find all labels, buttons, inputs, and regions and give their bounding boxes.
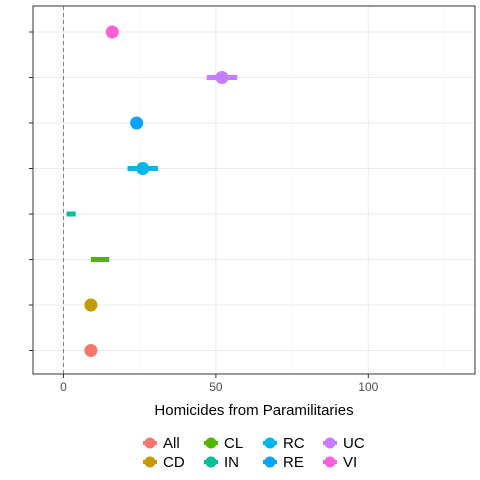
grid [33,6,475,374]
point-uc [215,71,229,84]
point-rc [136,162,150,175]
legend-label-cd: CD [163,454,185,471]
legend-key-dot-rc [264,437,276,449]
x-tick-label: 0 [60,380,67,394]
legend-label-all: All [163,435,180,452]
legend-label-rc: RC [283,435,305,452]
x-tick-label: 100 [358,380,378,394]
legend-key-dot-in [205,456,217,468]
legend-key-dot-vi [324,456,336,468]
legend-label-uc: UC [343,435,365,452]
legend: All CD CL IN RC RE UC VI [143,435,365,471]
point-vi [105,25,119,39]
x-axis: 0 50 100 [29,31,379,394]
legend-key-dot-cd [144,456,156,468]
x-tick-label: 50 [209,380,223,394]
legend-label-cl: CL [224,435,243,452]
plot-panel-border [32,5,476,375]
data-layer [66,25,238,357]
point-cd [84,298,98,312]
legend-key-dot-uc [324,437,336,449]
legend-label-re: RE [283,454,304,471]
legend-label-in: IN [224,454,239,471]
legend-key-dot-re [264,456,276,468]
point-all [84,344,98,357]
x-axis-title: Homicides from Paramilitaries [154,402,353,419]
legend-key-dot-cl [205,437,217,449]
legend-key-dot-all [144,437,156,449]
legend-label-vi: VI [343,454,357,471]
point-re [130,116,144,130]
